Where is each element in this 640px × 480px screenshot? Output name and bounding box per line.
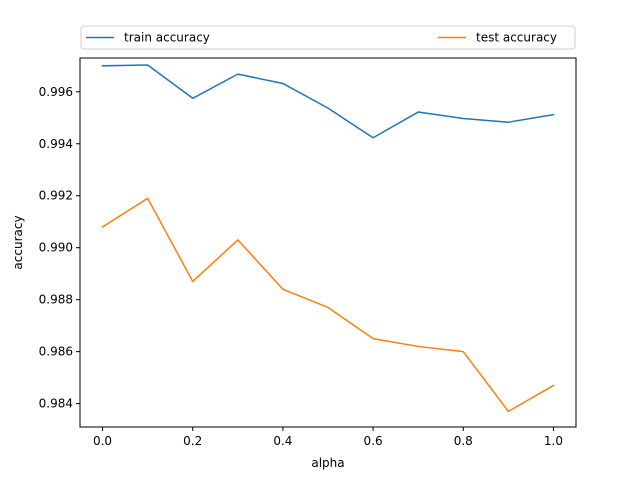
x-tick-label: 0.0 [93, 434, 112, 448]
x-tick-label: 0.2 [183, 434, 202, 448]
y-tick-label: 0.986 [39, 345, 73, 359]
plot-frame [79, 57, 577, 428]
legend-label: test accuracy [476, 31, 557, 45]
y-tick-label: 0.992 [39, 189, 73, 203]
lines-layer [101, 64, 555, 413]
ticks-layer: 0.0 0.2 0.4 0.6 0.8 1.0 0.984 0.986 0.988 0.990 0.… [39, 85, 563, 448]
y-tick-label: 0.984 [39, 397, 73, 411]
y-axis-label: accuracy [11, 215, 25, 269]
legend: train accuracy test accuracy [80, 25, 576, 50]
series-line-train-accuracy [101, 64, 555, 139]
x-tick-label: 1.0 [544, 434, 563, 448]
y-tick-label: 0.990 [39, 241, 73, 255]
legend-frame [80, 25, 576, 50]
legend-label: train accuracy [124, 31, 210, 45]
y-tick-label: 0.994 [39, 137, 73, 151]
x-tick-label: 0.6 [364, 434, 383, 448]
y-tick-label: 0.988 [39, 293, 73, 307]
x-tick-label: 0.4 [273, 434, 292, 448]
series-line-test-accuracy [101, 197, 555, 413]
x-axis-label: alpha [311, 456, 344, 470]
y-tick-label: 0.996 [39, 85, 73, 99]
x-tick-label: 0.8 [454, 434, 473, 448]
